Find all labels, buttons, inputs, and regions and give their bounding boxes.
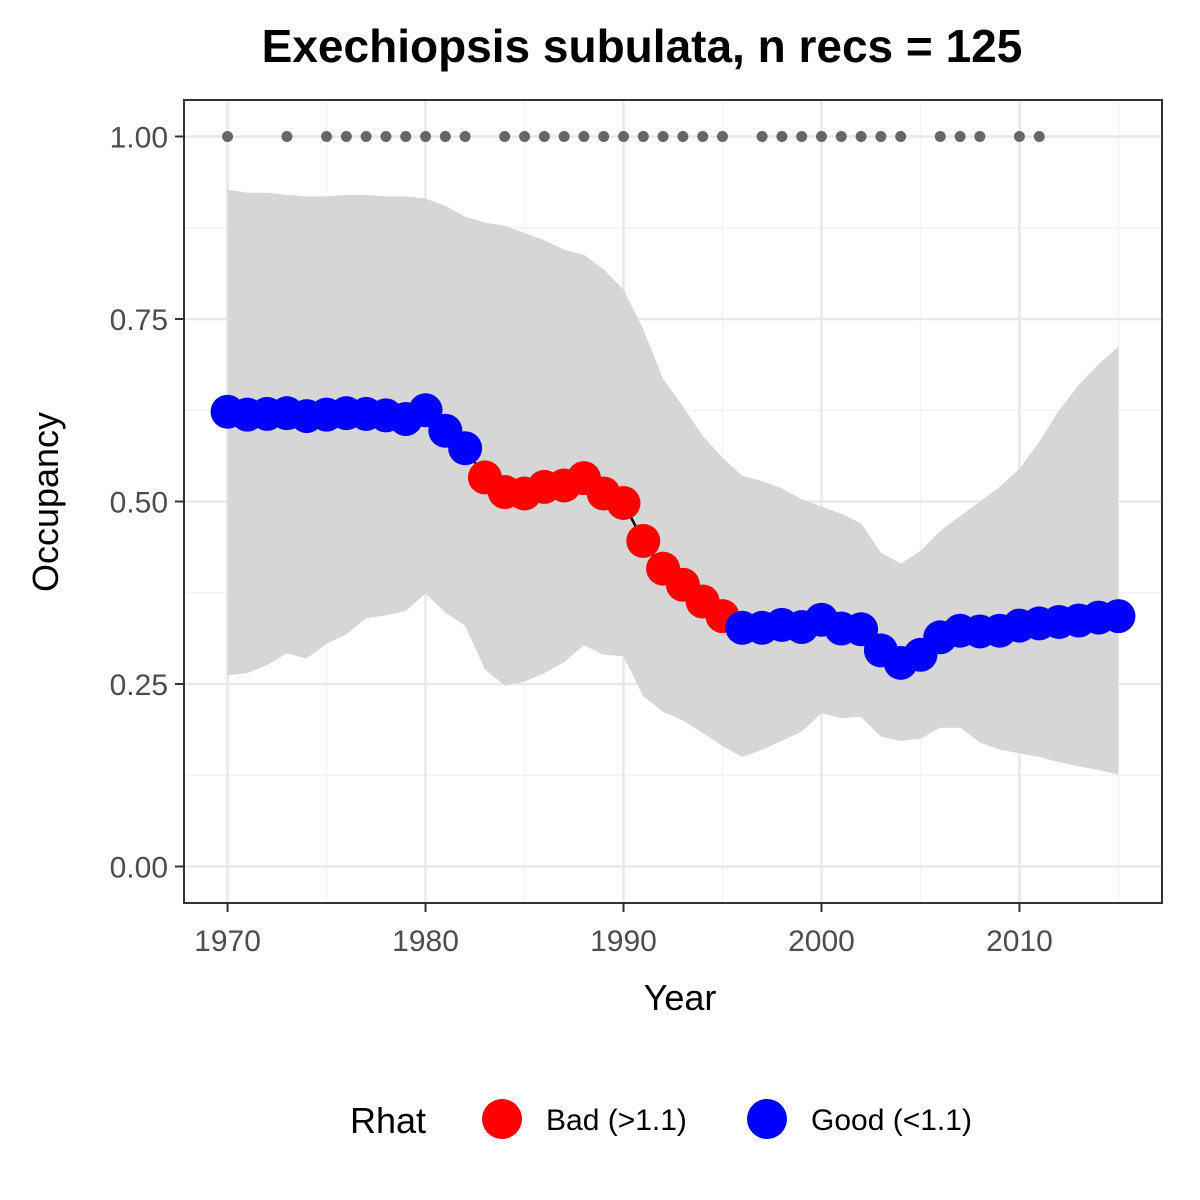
occupancy-point — [448, 431, 483, 466]
legend-label-good: Good (<1.1) — [811, 1104, 972, 1137]
record-point — [459, 131, 471, 142]
confidence-ribbon-layer — [227, 189, 1119, 775]
record-point — [716, 131, 728, 142]
y-tick-label: 0.00 — [110, 852, 168, 885]
confidence-ribbon — [227, 189, 1119, 775]
axes: 1970 1980 1990 2000 2010 0.00 0.25 0.50 0.75 1.00 — [110, 122, 1053, 959]
occupancy-points — [210, 393, 1136, 680]
record-point — [637, 131, 649, 142]
occupancy-point — [626, 523, 661, 558]
record-point — [1013, 131, 1025, 142]
chart-title: Exechiopsis subulata, n recs = 125 — [262, 20, 1023, 72]
record-point — [598, 131, 610, 142]
record-point — [756, 131, 768, 142]
record-point — [934, 131, 946, 142]
record-point — [321, 131, 333, 142]
record-point — [776, 131, 788, 142]
record-point — [1033, 131, 1045, 142]
x-tick-label: 1970 — [194, 925, 261, 958]
occupancy-point — [1101, 599, 1136, 634]
record-point — [835, 131, 847, 142]
y-tick-label: 0.50 — [110, 487, 168, 520]
record-point — [618, 131, 630, 142]
record-point — [281, 131, 293, 142]
record-point — [855, 131, 867, 142]
y-tick-label: 0.25 — [110, 669, 168, 702]
record-point — [954, 131, 966, 142]
legend: Rhat Bad (>1.1) Good (<1.1) — [350, 1099, 972, 1141]
occupancy-point — [606, 485, 641, 520]
x-tick-label: 1980 — [392, 925, 459, 958]
legend-swatch-bad — [482, 1099, 522, 1139]
record-point — [578, 131, 590, 142]
y-axis-title: Occupancy — [25, 412, 66, 592]
x-tick-label: 1990 — [590, 925, 657, 958]
record-point — [380, 131, 392, 142]
record-point — [677, 131, 689, 142]
legend-title: Rhat — [350, 1100, 426, 1141]
record-point — [538, 131, 550, 142]
record-point — [697, 131, 709, 142]
x-tick-label: 2010 — [986, 925, 1053, 958]
record-point — [519, 131, 531, 142]
record-markers — [222, 131, 1045, 142]
record-point — [895, 131, 907, 142]
record-point — [360, 131, 372, 142]
record-point — [558, 131, 570, 142]
x-axis-title: Year — [644, 977, 717, 1018]
record-point — [439, 131, 451, 142]
record-point — [815, 131, 827, 142]
y-tick-label: 1.00 — [110, 122, 168, 155]
x-tick-label: 2000 — [788, 925, 855, 958]
record-point — [400, 131, 412, 142]
record-point — [420, 131, 432, 142]
record-point — [875, 131, 887, 142]
legend-swatch-good — [747, 1099, 787, 1139]
record-point — [796, 131, 808, 142]
record-point — [499, 131, 511, 142]
legend-label-bad: Bad (>1.1) — [546, 1104, 687, 1137]
y-tick-label: 0.75 — [110, 304, 168, 337]
record-point — [222, 131, 234, 142]
record-point — [974, 131, 986, 142]
record-point — [657, 131, 669, 142]
record-point — [340, 131, 352, 142]
